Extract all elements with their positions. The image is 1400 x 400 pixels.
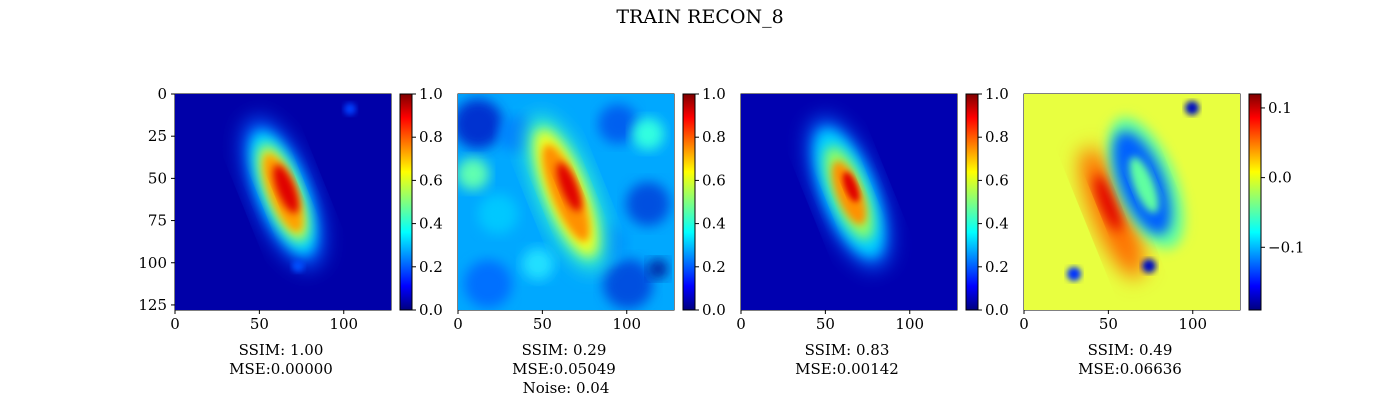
y-tick-label: 0 (157, 85, 167, 103)
colorbar-tick-label: 0.2 (419, 258, 443, 276)
caption-line: SSIM: 0.29 (522, 341, 607, 359)
x-tick-label: 50 (533, 315, 552, 333)
x-tick-label: 0 (453, 315, 463, 333)
caption-line: MSE:0.06636 (1078, 360, 1182, 378)
x-tick-label: 100 (895, 315, 924, 333)
x-tick-label: 50 (816, 315, 835, 333)
panel-1: 0 50 100 0.0 0.2 0.4 0.6 0.8 1.0 SSIM: 0.29MSE:0.… (453, 85, 726, 397)
colorbar-tick-label: 0.6 (702, 171, 726, 189)
colorbar-tick-label: 0.8 (419, 128, 443, 146)
colorbar-tick-label: 0.0 (702, 301, 726, 319)
caption-line: SSIM: 0.83 (805, 341, 890, 359)
x-tick-label: 50 (250, 315, 269, 333)
colorbar-tick-label: 0.6 (419, 171, 443, 189)
x-tick-label: 100 (1178, 315, 1207, 333)
x-tick-label: 50 (1099, 315, 1118, 333)
panel-0: 0 50 100 0 25 50 75 100 125 0.0 0.2 0.4 0.6 0.8 1.0 SSI… (138, 85, 443, 378)
colorbar-tick-label: 0.2 (702, 258, 726, 276)
caption-line: SSIM: 0.49 (1088, 341, 1173, 359)
heatmap-image (741, 94, 957, 310)
x-tick-label: 0 (1019, 315, 1029, 333)
y-tick-label: 75 (148, 212, 167, 230)
colorbar-tick-label: 1.0 (419, 85, 443, 103)
colorbar-tick-label: −0.1 (1268, 238, 1304, 256)
colorbar-tick-label: 0.0 (985, 301, 1009, 319)
colorbar-tick-label: 0.8 (702, 128, 726, 146)
heatmap-image (1024, 94, 1240, 310)
colorbar-tick-label: 0.2 (985, 258, 1009, 276)
y-tick-label: 100 (138, 254, 167, 272)
y-tick-label: 125 (138, 296, 167, 314)
heatmap-image (458, 94, 674, 310)
colorbar-tick-label: 0.0 (1268, 169, 1292, 187)
x-tick-label: 0 (170, 315, 180, 333)
colorbar-tick-label: 0.4 (419, 215, 443, 233)
colorbar-tick-label: 0.4 (702, 215, 726, 233)
x-tick-label: 0 (736, 315, 746, 333)
colorbar-tick-label: 0.1 (1268, 99, 1292, 117)
colorbar (400, 94, 412, 310)
colorbar (683, 94, 695, 310)
caption-line: MSE:0.05049 (512, 360, 616, 378)
x-tick-label: 100 (612, 315, 641, 333)
figure-title: TRAIN RECON_8 (616, 6, 783, 28)
colorbar-frame (1248, 93, 1262, 311)
colorbar-frame (965, 93, 979, 311)
colorbar (1249, 94, 1261, 310)
x-tick-label: 100 (329, 315, 358, 333)
colorbar (966, 94, 978, 310)
colorbar-tick-label: 0.0 (419, 301, 443, 319)
caption-line: MSE:0.00000 (229, 360, 333, 378)
caption-line: Noise: 0.04 (523, 379, 610, 397)
caption-line: SSIM: 1.00 (239, 341, 324, 359)
panel-2: 0 50 100 0.0 0.2 0.4 0.6 0.8 1.0 SSIM: 0.83MSE:0.… (736, 85, 1009, 378)
colorbar-tick-label: 1.0 (985, 85, 1009, 103)
colorbar-tick-label: 1.0 (702, 85, 726, 103)
y-tick-label: 25 (148, 127, 167, 145)
caption-line: MSE:0.00142 (795, 360, 899, 378)
colorbar-frame (399, 93, 413, 311)
colorbar-frame (682, 93, 696, 311)
colorbar-tick-label: 0.8 (985, 128, 1009, 146)
heatmap-image (175, 94, 391, 310)
colorbar-tick-label: 0.4 (985, 215, 1009, 233)
y-tick-label: 50 (148, 169, 167, 187)
colorbar-tick-label: 0.6 (985, 171, 1009, 189)
